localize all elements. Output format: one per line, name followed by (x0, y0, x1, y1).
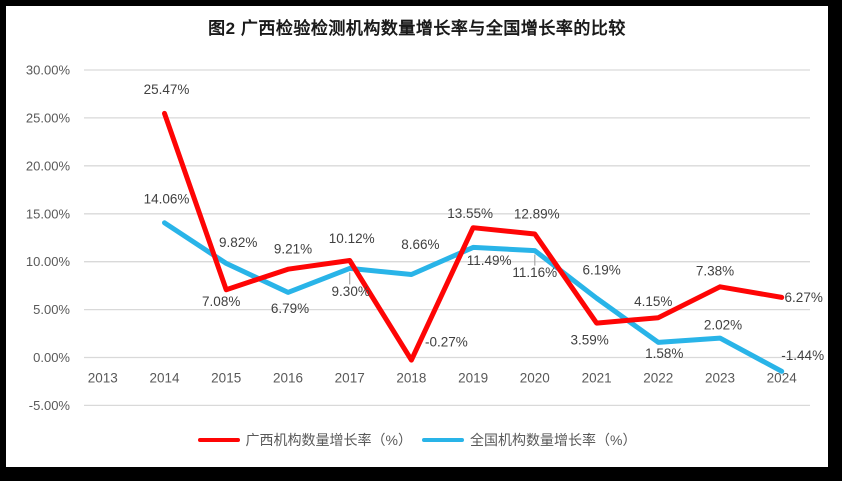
chart-title: 图2 广西检验检测机构数量增长率与全国增长率的比较 (208, 19, 626, 38)
legend-line-swatch-red (197, 437, 240, 443)
legend-line-swatch-blue (422, 437, 464, 443)
chart-legend: 广西机构数量增长率（%） 全国机构数量增长率（%） (6, 430, 828, 450)
legend-item-guangxi: 广西机构数量增长率（%） (197, 430, 412, 450)
chart-canvas: 图2 广西检验检测机构数量增长率与全国增长率的比较 广西机构数量增长率（%） 全… (6, 6, 828, 467)
legend-label: 广西机构数量增长率（%） (245, 432, 412, 448)
legend-item-national: 全国机构数量增长率（%） (422, 430, 636, 450)
legend-label: 全国机构数量增长率（%） (470, 432, 637, 448)
